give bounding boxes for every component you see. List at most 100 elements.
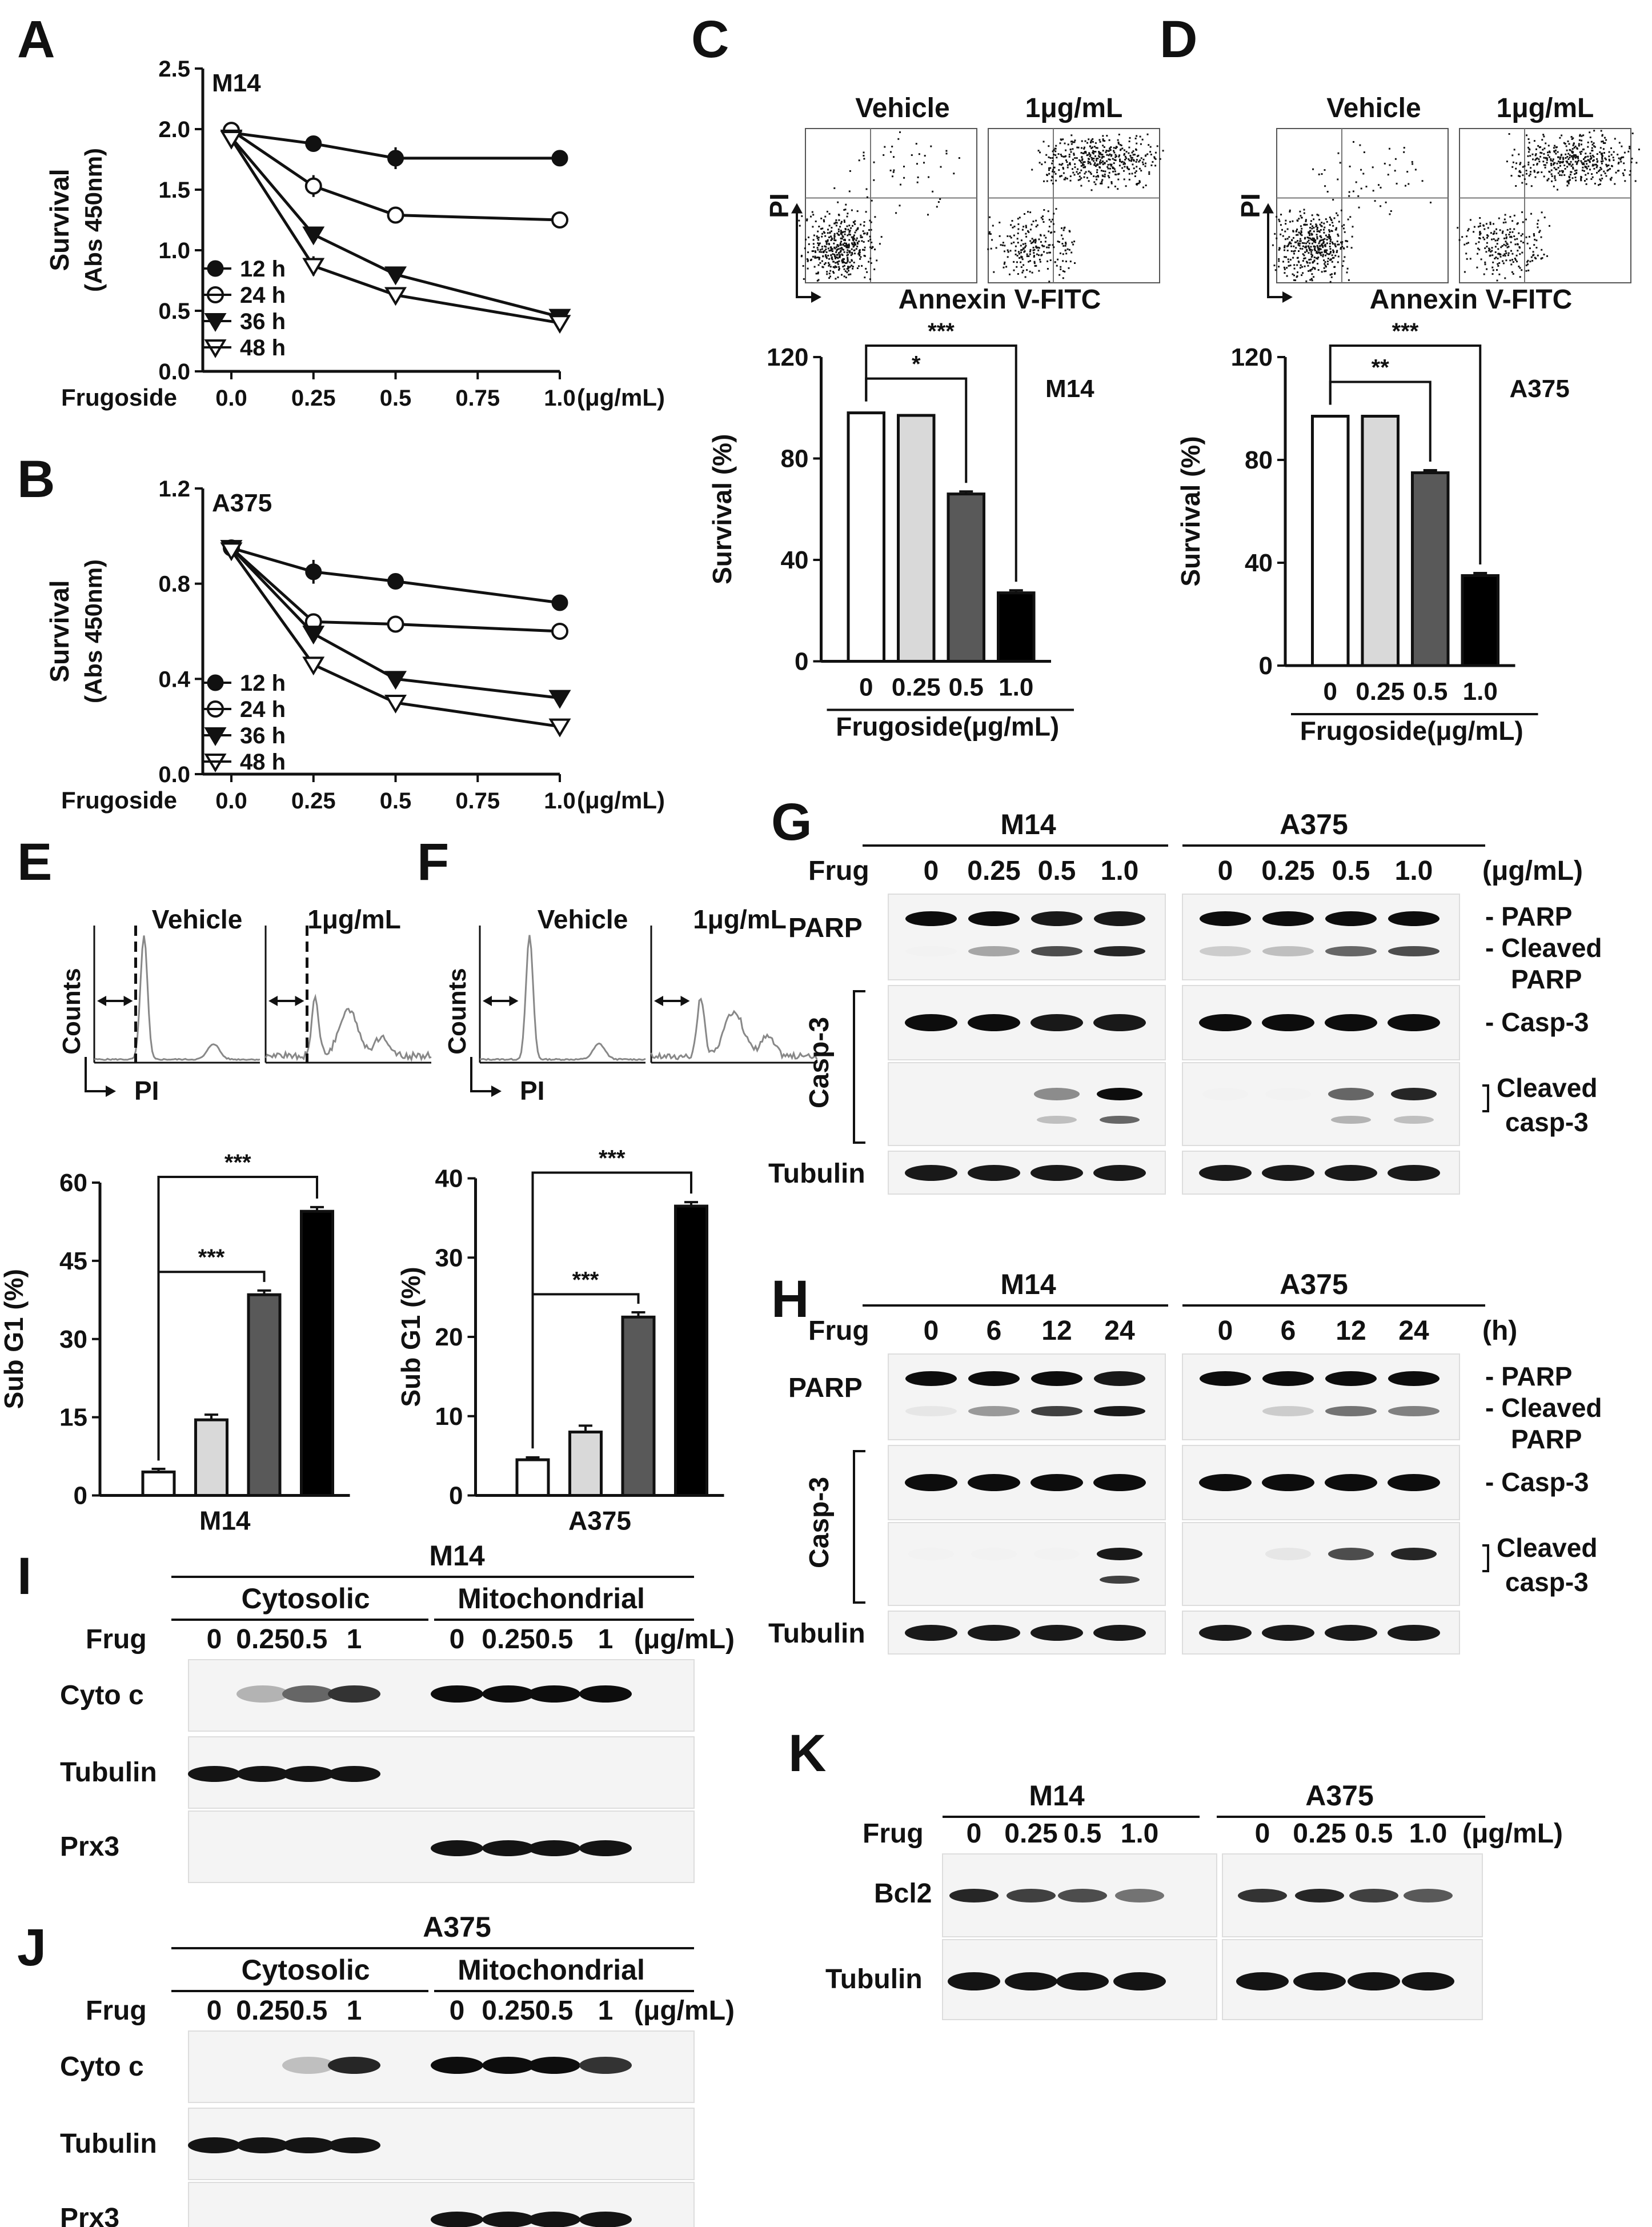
event-dot: [812, 243, 815, 245]
event-dot: [1411, 161, 1413, 163]
band-cyto-c: [431, 1685, 483, 1703]
event-dot: [1101, 179, 1104, 181]
data-point: [220, 130, 243, 150]
event-dot: [1457, 227, 1459, 229]
event-dot: [1473, 231, 1475, 233]
event-dot: [1134, 154, 1136, 156]
event-dot: [1307, 245, 1309, 247]
event-dot: [801, 215, 803, 217]
event-dot: [1519, 267, 1521, 269]
bar: [568, 1431, 603, 1497]
event-dot: [1584, 180, 1586, 182]
event-dot: [1131, 173, 1133, 175]
event-dot: [823, 231, 825, 233]
event-dot: [1317, 257, 1320, 258]
event-dot: [1298, 245, 1301, 247]
lane-label: 0.5: [1064, 1819, 1102, 1849]
event-dot: [1278, 266, 1280, 268]
event-dot: [869, 219, 871, 222]
event-dot: [1330, 238, 1332, 241]
event-dot: [1329, 240, 1332, 242]
event-dot: [1113, 162, 1115, 165]
event-dot: [1286, 267, 1288, 269]
event-dot: [1511, 271, 1513, 273]
event-dot: [1526, 242, 1529, 245]
event-dot: [1089, 145, 1091, 147]
event-dot: [832, 266, 835, 268]
event-dot: [1607, 164, 1610, 166]
y-tick-label: 30: [59, 1325, 87, 1353]
event-dot: [1104, 173, 1106, 175]
event-dot: [1278, 258, 1280, 260]
event-dot: [1142, 163, 1144, 166]
event-dot: [1133, 167, 1135, 170]
y-tick-label: 60: [59, 1169, 87, 1197]
frug-label: Frug: [808, 856, 869, 886]
band-cyto-c: [579, 2057, 632, 2074]
event-dot: [1601, 135, 1603, 137]
event-dot: [863, 221, 865, 223]
event-dot: [1026, 255, 1028, 257]
band-cleaved-parp: [1325, 946, 1377, 956]
event-dot: [1575, 155, 1577, 158]
event-dot: [1584, 157, 1586, 159]
event-dot: [1065, 243, 1067, 245]
event-dot: [1599, 178, 1601, 181]
event-dot: [1023, 264, 1025, 266]
event-dot: [1571, 138, 1573, 140]
lane-label: 0: [967, 1819, 982, 1849]
event-dot: [1123, 149, 1125, 151]
event-dot: [1581, 143, 1582, 146]
legend-label: 24 h: [240, 697, 286, 722]
event-dot: [1535, 239, 1538, 242]
event-dot: [1567, 181, 1570, 183]
event-dot: [869, 257, 872, 259]
lane-label: 1.0: [1101, 856, 1139, 886]
event-dot: [1085, 152, 1087, 154]
event-dot: [1519, 171, 1522, 174]
event-dot: [1494, 251, 1497, 253]
event-dot: [1562, 171, 1564, 174]
event-dot: [1317, 269, 1320, 271]
event-dot: [1566, 166, 1569, 168]
event-dot: [1534, 159, 1537, 161]
event-dot: [1380, 186, 1382, 189]
event-dot: [1333, 250, 1335, 253]
event-dot: [1517, 243, 1519, 246]
event-dot: [852, 266, 854, 268]
event-dot: [1478, 241, 1480, 243]
flow-axis-arrow: [1267, 213, 1282, 298]
unit-label: (μg/mL): [634, 1624, 735, 1655]
y-tick-label: 0.4: [158, 667, 190, 692]
event-dot: [1572, 166, 1574, 169]
event-dot: [868, 261, 870, 263]
event-dot: [1331, 241, 1333, 243]
event-dot: [1326, 263, 1329, 265]
event-dot: [1046, 246, 1048, 249]
event-dot: [1342, 265, 1344, 267]
event-dot: [1606, 165, 1608, 167]
band-cleaved-casp3: [1100, 1116, 1140, 1124]
event-dot: [848, 243, 850, 246]
event-dot: [1053, 154, 1055, 155]
event-dot: [917, 176, 919, 178]
event-dot: [1569, 157, 1571, 159]
event-dot: [1104, 140, 1106, 142]
event-dot: [1322, 242, 1325, 244]
event-dot: [1563, 174, 1566, 176]
event-dot: [1092, 150, 1094, 152]
event-dot: [1020, 239, 1023, 242]
event-dot: [859, 251, 861, 254]
event-dot: [1026, 269, 1028, 271]
event-dot: [1585, 160, 1587, 162]
event-dot: [1044, 241, 1046, 243]
event-dot: [1016, 261, 1018, 263]
event-dot: [1294, 250, 1296, 252]
event-dot: [1274, 233, 1276, 235]
data-point: [305, 563, 322, 580]
event-dot: [818, 226, 820, 227]
flow-condition-label: 1μg/mL: [307, 904, 401, 934]
event-dot: [1029, 270, 1031, 273]
event-dot: [1148, 173, 1150, 175]
event-dot: [1389, 147, 1390, 150]
